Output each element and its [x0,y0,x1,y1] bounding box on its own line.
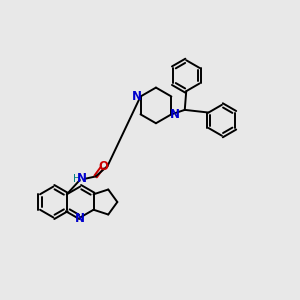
Text: N: N [75,212,85,225]
Text: O: O [98,160,108,172]
Text: N: N [77,172,87,185]
Text: H: H [73,174,80,184]
Text: N: N [132,90,142,103]
Text: N: N [170,108,180,121]
